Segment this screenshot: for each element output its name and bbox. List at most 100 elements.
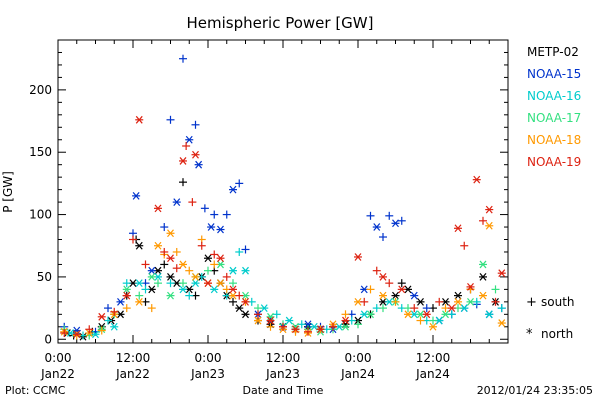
x-tick-label-date: Jan24 [415,367,450,381]
point-noaa-15-north [147,266,156,275]
point-noaa-17-south [154,279,162,288]
point-noaa-18-north [379,291,387,300]
point-noaa-19-north [135,115,144,124]
point-noaa-15-south [166,115,175,124]
point-noaa-17-south [179,279,187,288]
legend: METP-02 NOAA-15 NOAA-16 NOAA-17 NOAA-18 NOAA-… [527,45,581,169]
point-noaa-18-north [454,297,462,306]
point-noaa-15-south [104,304,112,313]
point-noaa-18-north [404,310,412,319]
point-noaa-18-south [185,266,194,275]
point-noaa-16-north [135,279,144,288]
point-noaa-19-south [210,250,219,259]
point-noaa-15-south [191,120,200,129]
point-noaa-16-south [185,291,194,300]
point-noaa-16-north [229,266,237,275]
point-noaa-15-south [379,233,387,242]
data-points [60,54,506,341]
point-noaa-19-north [485,205,494,214]
legend-entry: NOAA-15 [527,67,581,81]
y-tick-label: 0 [44,332,52,346]
point-metp-02-north [135,241,144,250]
point-noaa-19-south [254,310,262,319]
point-noaa-19-north [241,297,250,306]
point-noaa-19-south [479,216,487,225]
point-noaa-19-north [497,269,506,278]
point-noaa-16-south [166,279,175,288]
point-noaa-16-north [210,285,219,294]
point-noaa-15-south [179,54,187,63]
point-noaa-18-south [416,316,425,325]
legend-entry: NOAA-16 [527,89,581,103]
point-noaa-19-north [341,316,350,325]
point-noaa-17-south [379,304,387,313]
point-noaa-19-north [72,330,81,339]
point-noaa-17-south [135,291,144,300]
point-noaa-19-north [466,282,475,291]
point-noaa-19-south [235,291,244,300]
x-axis-ticks: 0:00 Jan22 12:00 Jan22 0:00 Jan23 12:00 Jan23 0:… [40,40,509,381]
point-noaa-19-north [204,279,212,288]
point-noaa-18-north [191,273,200,281]
y-tick-label: 150 [29,145,52,159]
point-noaa-16-south [104,316,112,325]
point-noaa-15-north [216,225,225,234]
point-noaa-19-north [179,157,187,165]
point-metp-02-north [204,254,212,263]
point-noaa-19-north [422,310,431,319]
point-noaa-19-south [172,264,181,273]
y-tick-label: 50 [37,270,52,284]
point-noaa-18-south [366,285,375,294]
point-noaa-19-south [435,297,444,306]
point-metp-02-north [391,291,400,300]
point-noaa-16-north [241,266,250,275]
point-noaa-18-north [216,279,225,288]
point-noaa-18-north [254,316,262,325]
point-noaa-19-south [160,247,169,256]
legend-entry: NOAA-17 [527,111,581,125]
point-metp-02-north [479,273,487,281]
point-noaa-15-north [194,160,203,169]
x-axis-label: Date and Time [243,384,324,397]
x-tick-label-time: 0:00 [345,351,372,365]
point-noaa-18-south [97,326,106,335]
y-tick-label: 200 [29,83,52,97]
point-noaa-17-north [166,291,175,300]
point-noaa-19-south [304,327,312,336]
point-noaa-18-south [266,322,275,331]
point-noaa-18-north [179,260,187,269]
point-noaa-17-north [479,260,487,269]
legend-entry: NOAA-18 [527,133,581,147]
point-noaa-16-north [110,322,119,331]
point-noaa-18-south [172,247,181,256]
point-noaa-19-south [360,297,369,306]
point-noaa-18-south [210,260,219,269]
point-metp-02-south [397,279,406,288]
point-noaa-19-south [129,235,137,244]
x-tick-label-date: Jan24 [340,367,375,381]
point-noaa-19-north [97,312,106,321]
footer-timestamp: 2012/01/24 23:35:05 [477,384,593,397]
point-metp-02-north [235,304,244,312]
point-noaa-19-north [454,224,462,233]
point-noaa-19-south [197,241,206,250]
legend-entry: NOAA-19 [527,155,581,169]
marker-legend-symbol: * [526,327,533,342]
point-noaa-15-south [397,216,406,225]
point-noaa-16-south [497,304,506,313]
point-noaa-17-south [204,266,212,275]
point-metp-02-south [179,178,187,187]
x-tick-label-time: 0:00 [195,351,222,365]
point-noaa-18-north [166,229,175,238]
point-noaa-17-north [147,273,156,281]
marker-legend: + south * north [526,295,575,342]
point-noaa-16-north [91,330,100,339]
point-metp-02-north [166,273,175,281]
y-axis-ticks: 0 50 100 150 200 [29,51,508,346]
x-tick-label-time: 12:00 [416,351,451,365]
x-tick-label-date: Jan22 [115,367,150,381]
point-noaa-16-south [141,285,150,294]
point-noaa-16-north [191,279,200,288]
point-noaa-19-south [385,279,394,288]
